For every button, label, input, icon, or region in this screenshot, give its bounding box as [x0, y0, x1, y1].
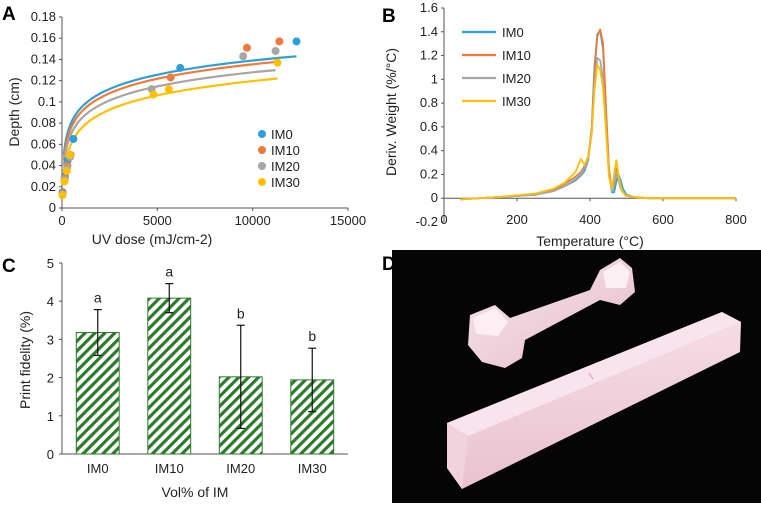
panel-letter-a: A — [2, 4, 16, 25]
panel-c-ytick-label: 0 — [47, 447, 54, 462]
panel-b-ytick-label: 1 — [431, 71, 438, 86]
beam-top-face — [447, 312, 741, 436]
panel-b-chart: Temperature (°C) Deriv. Weight (%/°C) -0… — [383, 0, 747, 249]
panel-a-point-im0 — [176, 63, 185, 72]
panel-a-point-im30 — [273, 58, 282, 67]
panel-a-legend-label: IM20 — [271, 159, 300, 174]
panel-c-significance-label: a — [165, 264, 173, 280]
panel-b-ytick-label: -0.2 — [416, 214, 438, 229]
panel-c-bar-im30 — [290, 379, 335, 455]
panel-a-point-im0 — [292, 37, 301, 46]
panel-a-ytick-label: 0.12 — [31, 73, 56, 88]
panel-b-ytick-label: 0.6 — [420, 119, 438, 134]
panel-a-ytick-label: 0.18 — [31, 9, 56, 24]
panel-a-point-im30 — [65, 150, 74, 159]
panel-c-significance-label: b — [237, 305, 245, 321]
panel-c-xtick-label: IM30 — [298, 461, 327, 476]
beam-crack — [588, 372, 594, 380]
panel-a-xtick-label: 0 — [58, 213, 65, 228]
panel-a-xlabel: UV dose (mJ/cm-2) — [92, 231, 213, 247]
panel-a-point-im10 — [166, 73, 175, 82]
panel-a-ytick-label: 0.16 — [31, 30, 56, 45]
panel-letter-c: C — [2, 256, 16, 277]
panel-a-point-im30 — [58, 191, 67, 200]
panel-b-legend-label: IM30 — [502, 94, 531, 109]
panel-a-legend-marker — [258, 162, 266, 170]
panel-a-chart: UV dose (mJ/cm-2) Depth (cm) 0 0.02 0.04 0.… — [6, 9, 366, 247]
panel-a-fit-im30 — [62, 77, 278, 177]
panel-b-ytick-label: 1.2 — [420, 48, 438, 63]
panel-b-xlabel: Temperature (°C) — [536, 233, 644, 249]
panel-a-ytick-label: 0.06 — [31, 136, 56, 151]
panel-b-line-im30 — [460, 64, 736, 201]
panel-a-legend-label: IM0 — [271, 127, 293, 142]
panel-a-point-im0 — [69, 135, 78, 144]
panel-a-ytick-label: 0.04 — [31, 158, 56, 173]
panel-c-xlabel: Vol% of IM — [162, 484, 229, 500]
panel-a-legend-label: IM10 — [271, 143, 300, 158]
panel-b-ytick-label: 0.4 — [420, 143, 438, 158]
panel-b-xtick-label: 800 — [725, 212, 747, 227]
panel-b-ytick-label: 1.4 — [420, 24, 438, 39]
panel-a-ylabel: Depth (cm) — [6, 77, 22, 146]
panel-a-legend-marker — [258, 130, 266, 138]
panel-a-point-im30 — [149, 90, 158, 99]
panel-c-ytick-label: 1 — [47, 409, 54, 424]
panel-b-xtick-label: 400 — [579, 212, 601, 227]
panel-a-fit-im20 — [62, 69, 276, 166]
panel-b-xtick-label: 200 — [506, 212, 528, 227]
panel-b-xtick-label: 600 — [652, 212, 674, 227]
panel-c-significance-label: b — [308, 328, 316, 344]
panel-b-ytick-label: 0.8 — [420, 95, 438, 110]
panel-c-significance-label: a — [94, 290, 102, 306]
panel-a-point-im30 — [62, 166, 71, 175]
dogbone-grip-right — [603, 262, 630, 288]
panel-a-ytick-label: 0.1 — [38, 94, 56, 109]
panel-a-ytick-label: 0.02 — [31, 179, 56, 194]
panel-a-point-im20 — [271, 46, 280, 55]
beam-end-face — [447, 423, 468, 489]
panel-b-legend-label: IM10 — [502, 48, 531, 63]
panel-b-legend-label: IM0 — [502, 25, 524, 40]
panel-a-xtick-label: 10000 — [235, 213, 271, 228]
beam-specimen — [447, 312, 741, 489]
panel-a-point-im30 — [164, 85, 173, 94]
panel-a-fit-im10 — [62, 60, 280, 161]
panel-b-ylabel: Deriv. Weight (%/°C) — [383, 48, 399, 176]
panel-c-ytick-label: 2 — [47, 371, 54, 386]
panel-c-xtick-label: IM10 — [155, 461, 184, 476]
panel-a-legend-marker — [258, 178, 266, 186]
dogbone-grip-left — [473, 308, 508, 336]
dogbone-specimen — [468, 258, 635, 368]
panel-a-xtick-label: 5000 — [143, 213, 172, 228]
panel-a-point-im20 — [239, 52, 248, 61]
panel-b-legend-label: IM20 — [502, 71, 531, 86]
panel-a-point-im10 — [275, 37, 284, 46]
panel-b-ytick-label: 0.2 — [420, 166, 438, 181]
panel-a-xtick-label: 15000 — [330, 213, 366, 228]
panel-c-xtick-label: IM0 — [87, 461, 109, 476]
panel-c-ytick-label: 5 — [47, 256, 54, 271]
panel-b-xtick-label: 0 — [440, 212, 447, 227]
panel-a-ytick-label: 0 — [49, 200, 56, 215]
panel-a-legend-marker — [258, 146, 266, 154]
panel-b-ytick-label: 0 — [431, 190, 438, 205]
panel-a-legend-label: IM30 — [271, 175, 300, 190]
panel-d-photo — [392, 250, 761, 503]
panel-b-ytick-label: 1.6 — [420, 0, 438, 15]
panel-c-chart: Vol% of IM Print fidelity (%) 0 1 2 3 4 5 a IM0… — [17, 256, 348, 500]
panel-a-ytick-label: 0.08 — [31, 115, 56, 130]
panel-c-ytick-label: 3 — [47, 332, 54, 347]
panel-a-point-im30 — [60, 177, 69, 186]
panel-c-bar-im10 — [147, 297, 192, 455]
panel-c-xtick-label: IM20 — [226, 461, 255, 476]
panel-a-point-im10 — [242, 43, 251, 52]
panel-a-ytick-label: 0.14 — [31, 51, 56, 66]
panel-letter-b: B — [382, 6, 396, 27]
panel-c-ytick-label: 4 — [47, 294, 54, 309]
panel-c-ylabel: Print fidelity (%) — [17, 311, 33, 409]
